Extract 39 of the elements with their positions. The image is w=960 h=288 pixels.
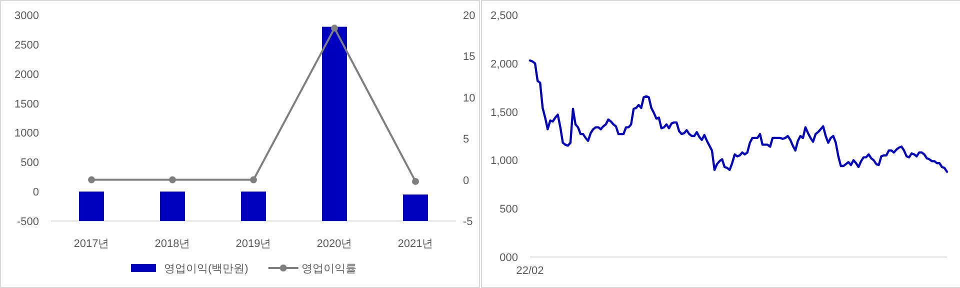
y2-tick-label: 15 bbox=[463, 51, 476, 64]
x-tick-label: 2020년 bbox=[316, 238, 352, 250]
y-tick-label: 1,500 bbox=[490, 106, 518, 119]
x-tick-label: 22/02 bbox=[516, 265, 544, 277]
y-tick-label: 3000 bbox=[14, 10, 39, 22]
bar bbox=[241, 192, 266, 221]
point bbox=[412, 178, 419, 185]
y-tick-label: 1500 bbox=[14, 98, 39, 110]
legend-label: 영업이익률 bbox=[301, 263, 356, 275]
bar bbox=[160, 192, 185, 221]
y-tick-label: 000 bbox=[500, 252, 518, 264]
point bbox=[169, 176, 176, 184]
x-tick-label: 2019년 bbox=[236, 238, 272, 250]
point bbox=[250, 176, 257, 184]
y2-tick-label: 10 bbox=[463, 92, 476, 104]
point bbox=[88, 176, 95, 184]
line-series bbox=[528, 59, 948, 173]
y-tick-label: 2500 bbox=[14, 39, 39, 52]
y-tick-label: -500 bbox=[16, 216, 39, 228]
y2-tick-label: 5 bbox=[463, 134, 470, 146]
bar bbox=[403, 194, 428, 221]
bar bbox=[79, 192, 104, 221]
y-tick-label: 2,000 bbox=[490, 58, 518, 70]
x-tick-label: 2017년 bbox=[74, 238, 110, 250]
y-tick-label: 500 bbox=[500, 204, 518, 216]
y-tick-label: 1000 bbox=[14, 128, 39, 140]
y2-tick-label: -5 bbox=[463, 216, 473, 228]
y2-tick-label: 0 bbox=[463, 174, 470, 187]
y-tick-label: 2000 bbox=[14, 68, 39, 81]
point bbox=[331, 24, 338, 32]
legend-label: 영업이익(백만원) bbox=[164, 263, 248, 275]
x-tick-label: 2018년 bbox=[154, 238, 190, 250]
y-tick-label: 500 bbox=[20, 157, 39, 170]
y-tick-label: 0 bbox=[32, 186, 39, 199]
y-tick-label: 1,000 bbox=[490, 155, 518, 168]
x-tick-label: 2021년 bbox=[398, 238, 434, 250]
bar bbox=[322, 26, 347, 221]
y2-tick-label: 20 bbox=[463, 10, 476, 22]
y-tick-label: 2,500 bbox=[490, 10, 518, 22]
